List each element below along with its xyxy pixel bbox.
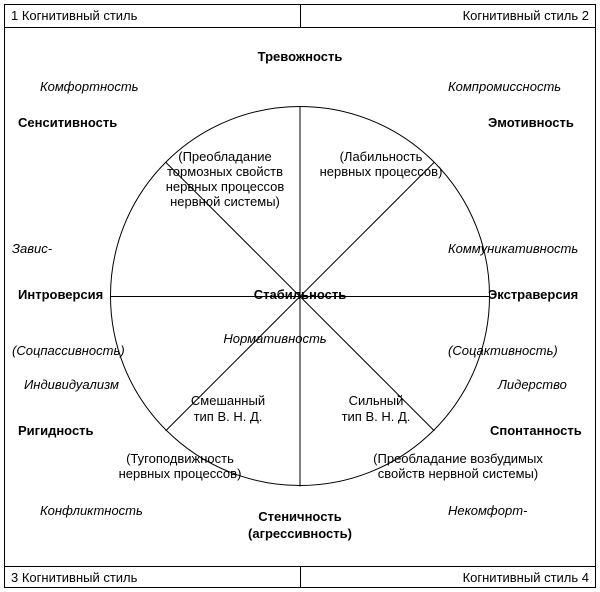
- axis-left-label: Интроверсия: [18, 288, 103, 303]
- inner-top-left: (Преобладание тормозных свойств нервных …: [150, 150, 300, 210]
- axis-top-label: Тревожность: [235, 50, 365, 65]
- axis-bottom-label-1: Стеничность: [220, 510, 380, 525]
- axis-center-label: Стабильность: [225, 288, 375, 303]
- outer-sensitivnost: Сенситивность: [18, 116, 117, 131]
- footer-bottom-right: Когнитивный стиль 4: [463, 570, 589, 585]
- header-top-left: 1 Когнитивный стиль: [11, 8, 137, 23]
- footer-bottom-left: 3 Когнитивный стиль: [11, 570, 137, 585]
- lbl-nekomfort: Некомфорт-: [448, 504, 527, 519]
- inner-preobladanie: (Преобладание возбудимых свойств нервной…: [348, 452, 568, 482]
- lbl-socpassivnost: (Соцпассивность): [12, 344, 125, 359]
- inner-br-2: тип В. Н. Д.: [316, 410, 436, 425]
- header-top-right: Когнитивный стиль 2: [463, 8, 589, 23]
- inner-tugopodvizhnost: (Тугоподвижность нервных процессов): [90, 452, 270, 482]
- lbl-individualism: Индивидуализм: [24, 378, 119, 393]
- lbl-socaktivnost: (Соцактивность): [448, 344, 558, 359]
- top-vdivider: [300, 5, 301, 27]
- outer-emotivnost: Эмотивность: [488, 116, 574, 131]
- axis-right-label: Экстраверсия: [488, 288, 578, 303]
- lbl-zavis: Завис-: [12, 242, 52, 257]
- inner-bl-2: тип В. Н. Д.: [168, 410, 288, 425]
- lbl-liderstvo: Лидерство: [498, 378, 567, 393]
- lbl-normativnost: Нормативность: [195, 332, 355, 347]
- lbl-konfliktnost: Конфликтность: [40, 504, 143, 519]
- outer-rigidnost: Ригидность: [18, 424, 94, 439]
- lbl-kommunikativnost: Коммуникативность: [448, 242, 578, 257]
- inner-bl-1: Смешанный: [168, 394, 288, 409]
- bottom-vdivider: [300, 567, 301, 587]
- inner-br-1: Сильный: [316, 394, 436, 409]
- inner-top-right: (Лабильность нервных процессов): [306, 150, 456, 180]
- axis-bottom-label-2: (агрессивность): [220, 527, 380, 542]
- outer-spontannost: Спонтанность: [490, 424, 582, 439]
- lbl-komfortnost: Комфортность: [40, 80, 139, 95]
- lbl-kompromissnost: Компромиссность: [448, 80, 561, 95]
- top-divider: [5, 27, 595, 28]
